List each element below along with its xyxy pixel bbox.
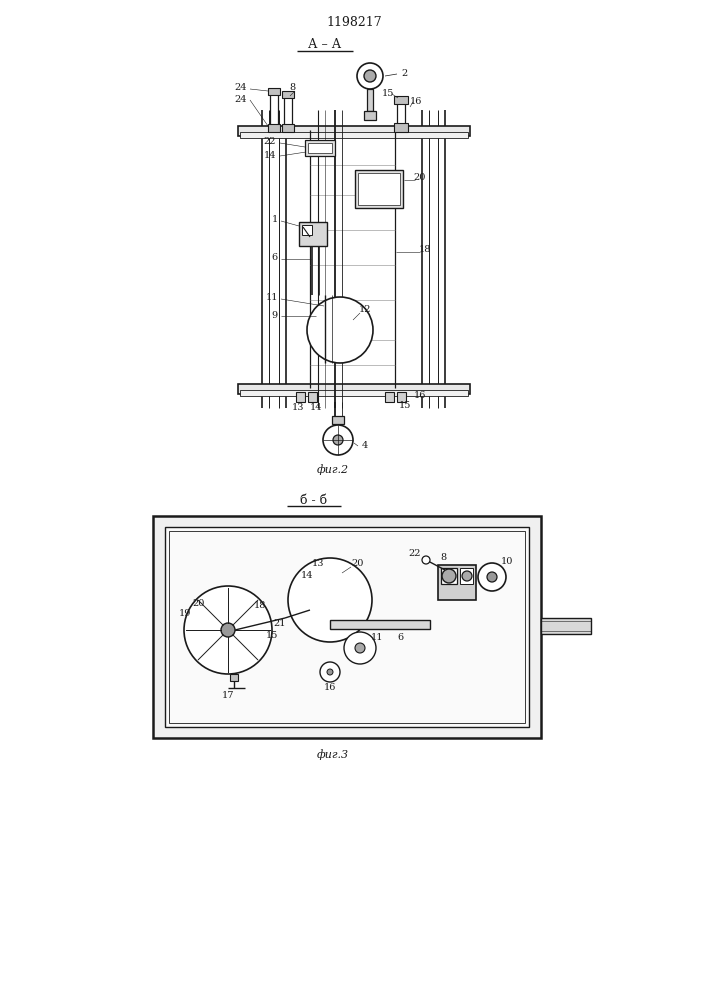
Bar — [296, 392, 305, 402]
Text: 19: 19 — [179, 608, 191, 617]
Bar — [308, 143, 332, 153]
Bar — [268, 124, 280, 132]
Bar — [438, 565, 476, 600]
Circle shape — [184, 586, 272, 674]
Bar — [394, 123, 408, 132]
Bar — [367, 89, 373, 111]
Bar — [364, 111, 376, 120]
Bar — [308, 392, 317, 402]
Text: 8: 8 — [440, 554, 446, 562]
Circle shape — [333, 435, 343, 445]
Circle shape — [422, 556, 430, 564]
Text: 24: 24 — [235, 95, 247, 104]
Text: 17: 17 — [222, 692, 234, 700]
Bar — [305, 140, 335, 156]
Bar — [332, 416, 344, 424]
Circle shape — [323, 425, 353, 455]
Circle shape — [478, 563, 506, 591]
Text: 22: 22 — [409, 548, 421, 558]
Text: 4: 4 — [362, 440, 368, 450]
Text: 1: 1 — [271, 216, 278, 225]
Bar — [282, 124, 294, 132]
Circle shape — [307, 297, 373, 363]
Bar — [165, 527, 529, 727]
Text: 18: 18 — [419, 245, 431, 254]
Text: 2: 2 — [401, 68, 407, 78]
Bar — [541, 618, 591, 634]
Text: 6: 6 — [272, 253, 278, 262]
Text: 14: 14 — [264, 150, 276, 159]
Bar — [397, 100, 405, 127]
Bar — [441, 568, 457, 584]
Circle shape — [442, 569, 456, 583]
Circle shape — [327, 669, 333, 675]
Circle shape — [288, 558, 372, 642]
Text: 21: 21 — [274, 618, 286, 628]
Text: б - б: б - б — [300, 493, 327, 506]
Bar — [238, 126, 470, 136]
Bar — [284, 95, 292, 127]
Bar — [238, 384, 470, 394]
Circle shape — [355, 643, 365, 653]
Circle shape — [320, 662, 340, 682]
Bar — [230, 674, 238, 681]
Text: 14: 14 — [300, 572, 313, 580]
Text: 16: 16 — [410, 97, 422, 105]
Bar — [460, 568, 473, 584]
Text: 22: 22 — [264, 137, 276, 146]
Text: 10: 10 — [501, 558, 513, 566]
Circle shape — [344, 632, 376, 664]
Text: 12: 12 — [358, 306, 371, 314]
Text: 20: 20 — [352, 560, 364, 568]
Text: 11: 11 — [370, 634, 383, 643]
Bar — [330, 620, 430, 629]
Bar — [302, 225, 312, 235]
Text: 16: 16 — [414, 390, 426, 399]
Text: фиг.3: фиг.3 — [317, 750, 349, 760]
Bar — [270, 92, 278, 127]
Text: 13: 13 — [312, 560, 325, 568]
Bar — [153, 516, 541, 738]
Text: 18: 18 — [254, 600, 267, 609]
Bar — [358, 173, 400, 205]
Circle shape — [221, 623, 235, 637]
Circle shape — [357, 63, 383, 89]
Text: 20: 20 — [193, 599, 205, 608]
Bar — [397, 392, 406, 402]
Bar — [282, 91, 294, 98]
Text: 8: 8 — [289, 84, 295, 93]
Text: 13: 13 — [292, 403, 304, 412]
Text: А – А: А – А — [308, 38, 341, 51]
Text: 1198217: 1198217 — [326, 15, 382, 28]
Bar — [355, 170, 403, 208]
Bar — [385, 392, 394, 402]
Text: 15: 15 — [382, 89, 395, 98]
Text: 11: 11 — [266, 294, 278, 302]
Text: 20: 20 — [414, 174, 426, 182]
Text: 15: 15 — [399, 401, 411, 410]
Bar — [240, 132, 468, 138]
Circle shape — [487, 572, 497, 582]
Bar — [299, 222, 327, 246]
Circle shape — [364, 70, 376, 82]
Text: 15: 15 — [266, 632, 278, 641]
Text: 14: 14 — [310, 403, 322, 412]
Text: 6: 6 — [397, 634, 403, 643]
Text: 24: 24 — [235, 84, 247, 93]
Bar — [169, 531, 525, 723]
Bar — [268, 88, 280, 95]
Bar — [240, 390, 468, 396]
Text: 16: 16 — [324, 684, 337, 692]
Text: фиг.2: фиг.2 — [317, 465, 349, 475]
Text: 9: 9 — [272, 310, 278, 320]
Bar — [394, 96, 408, 104]
Circle shape — [462, 571, 472, 581]
